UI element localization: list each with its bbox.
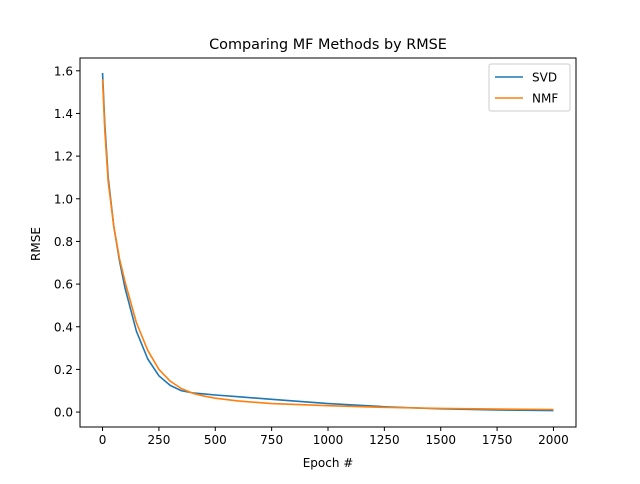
series-line-nmf: [101, 79, 554, 411]
x-tick-label: 0: [99, 433, 107, 447]
chart-title: Comparing MF Methods by RMSE: [209, 37, 447, 53]
y-tick-label: 1.2: [54, 150, 73, 164]
legend: SVD NMF: [488, 63, 571, 112]
x-axis: 0 250 500 750 1000 1250 1500 1750 2000: [99, 427, 569, 447]
plot-area: [101, 72, 554, 412]
y-tick-label: 0.2: [54, 363, 73, 377]
x-tick-label: 1000: [313, 433, 344, 447]
y-tick-label: 0.6: [54, 278, 73, 292]
x-tick-label: 500: [204, 433, 227, 447]
y-axis: 0.0 0.2 0.4 0.6 0.8 1.0 1.2 1.4 1.6: [54, 64, 80, 420]
y-tick-label: 0.8: [54, 235, 73, 249]
axes-frame: [79, 57, 577, 428]
x-tick-label: 1500: [425, 433, 456, 447]
x-tick-label: 2000: [538, 433, 569, 447]
y-tick-label: 0.0: [54, 406, 73, 420]
x-tick-label: 1750: [482, 433, 513, 447]
y-tick-label: 1.0: [54, 192, 73, 206]
y-tick-label: 1.4: [54, 107, 73, 121]
legend-label-nmf: NMF: [532, 92, 558, 106]
y-tick-label: 0.4: [54, 320, 73, 334]
y-tick-label: 1.6: [54, 64, 73, 78]
x-axis-label: Epoch #: [303, 456, 354, 470]
legend-label-svd: SVD: [532, 71, 557, 85]
x-tick-label: 750: [260, 433, 283, 447]
x-tick-label: 1250: [369, 433, 400, 447]
y-axis-label: RMSE: [29, 227, 43, 261]
legend-box: [488, 63, 571, 112]
x-tick-label: 250: [147, 433, 170, 447]
